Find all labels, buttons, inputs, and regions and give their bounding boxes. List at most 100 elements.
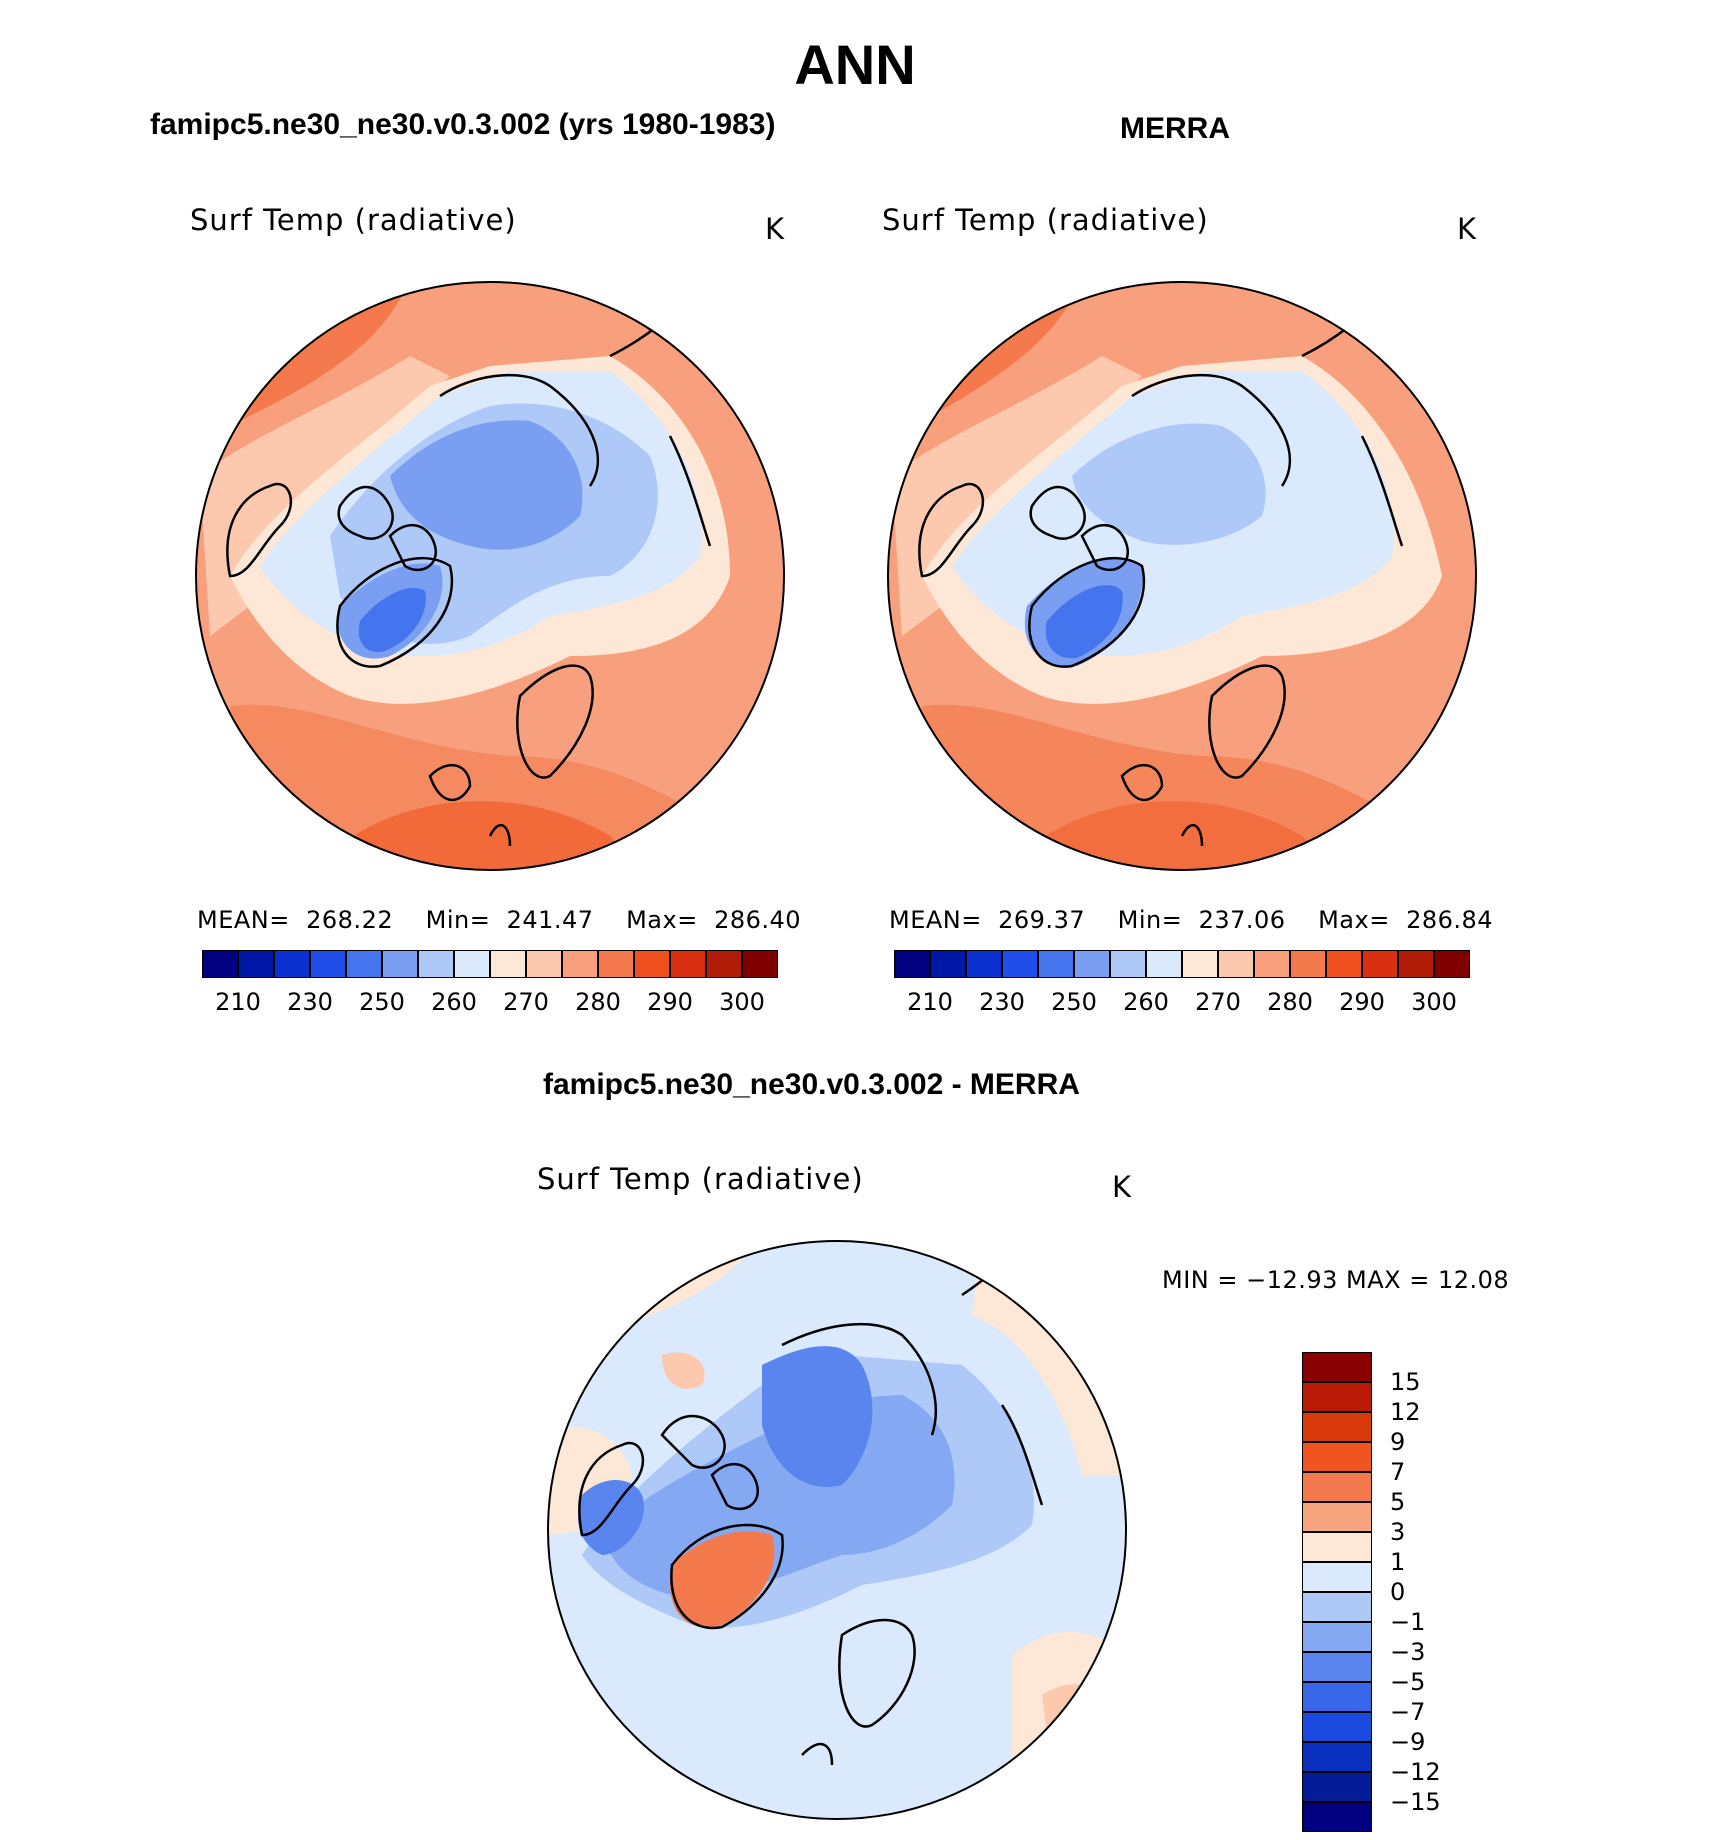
diff-colorbar-swatch [1302,1562,1372,1592]
model-max-value: 286.40 [714,906,802,934]
diff-colorbar [1302,1352,1372,1832]
model-mean-label: MEAN= [197,906,290,934]
diff-colorbar-tick-label: −15 [1390,1788,1441,1816]
model-colorbar-swatch [310,950,346,978]
obs-colorbar-tick-label: 250 [1051,988,1097,1016]
model-colorbar-swatch [454,950,490,978]
model-colorbar-tick-label: 290 [647,988,693,1016]
model-colorbar-tick-label: 250 [359,988,405,1016]
obs-colorbar-swatch [1110,950,1146,978]
diff-colorbar-tick-label: 15 [1390,1368,1421,1396]
diff-colorbar-tick-label: −9 [1390,1728,1426,1756]
diff-variable-label: Surf Temp (radiative) [537,1162,864,1196]
model-panel-heading: famipc5.ne30_ne30.v0.3.002 (yrs 1980-198… [150,108,776,141]
obs-colorbar [894,950,1470,978]
model-mean-value: 268.22 [306,906,394,934]
diff-panel-heading: famipc5.ne30_ne30.v0.3.002 - MERRA [543,1068,1080,1101]
diff-colorbar-tick-label: −1 [1390,1608,1426,1636]
obs-max-label: Max= [1318,906,1390,934]
obs-colorbar-tick-label: 290 [1339,988,1385,1016]
obs-colorbar-tick-label: 210 [907,988,953,1016]
diff-minmax: MIN = −12.93 MAX = 12.08 [1162,1266,1510,1294]
model-colorbar-swatch [598,950,634,978]
model-colorbar-swatch [670,950,706,978]
model-colorbar-tick-label: 300 [719,988,765,1016]
diff-colorbar-tick-label: 12 [1390,1398,1421,1426]
model-variable-label: Surf Temp (radiative) [190,203,517,237]
model-colorbar-swatch [202,950,238,978]
model-colorbar-swatch [742,950,778,978]
model-colorbar-tick-label: 260 [431,988,477,1016]
diff-colorbar-tick-label: 9 [1390,1428,1406,1456]
diff-colorbar-tick-label: 3 [1390,1518,1406,1546]
obs-colorbar-swatch [966,950,1002,978]
diff-colorbar-tick-label: −7 [1390,1698,1426,1726]
diff-colorbar-swatch [1302,1532,1372,1562]
diff-colorbar-tick-label: 7 [1390,1458,1406,1486]
model-colorbar-swatch [706,950,742,978]
diff-colorbar-swatch [1302,1442,1372,1472]
model-colorbar-swatch [274,950,310,978]
model-colorbar-swatch [238,950,274,978]
obs-colorbar-swatch [1254,950,1290,978]
obs-colorbar-tick-label: 280 [1267,988,1313,1016]
diff-colorbar-tick-label: −5 [1390,1668,1426,1696]
model-colorbar-swatch [490,950,526,978]
model-colorbar-ticks: 210 230 250 260 270 280 290 300 [202,988,778,1018]
obs-colorbar-swatch [1182,950,1218,978]
diff-colorbar-swatch [1302,1592,1372,1622]
diff-colorbar-swatch [1302,1772,1372,1802]
obs-colorbar-swatch [1362,950,1398,978]
model-colorbar-swatch [526,950,562,978]
model-colorbar-tick-label: 210 [215,988,261,1016]
diff-colorbar-swatch [1302,1472,1372,1502]
model-min-value: 241.47 [506,906,594,934]
diff-colorbar-swatch [1302,1742,1372,1772]
diff-polar-map [547,1240,1127,1820]
obs-colorbar-tick-label: 230 [979,988,1025,1016]
obs-mean-label: MEAN= [889,906,982,934]
diff-colorbar-swatch [1302,1352,1372,1382]
obs-stats: MEAN= 269.37 Min= 237.06 Max= 286.84 [889,906,1493,934]
obs-colorbar-ticks: 210 230 250 260 270 280 290 300 [894,988,1470,1018]
diff-colorbar-tick-label: 0 [1390,1578,1406,1606]
diff-colorbar-swatch [1302,1802,1372,1832]
model-colorbar [202,950,778,978]
obs-variable-label: Surf Temp (radiative) [882,203,1209,237]
model-colorbar-tick-label: 230 [287,988,333,1016]
obs-colorbar-swatch [1218,950,1254,978]
obs-colorbar-swatch [1398,950,1434,978]
model-units-label: K [765,212,786,246]
model-polar-map [195,281,785,871]
model-colorbar-swatch [562,950,598,978]
obs-mean-value: 269.37 [998,906,1086,934]
model-min-label: Min= [425,906,491,934]
model-max-label: Max= [626,906,698,934]
diff-colorbar-swatch [1302,1412,1372,1442]
diff-colorbar-tick-label: −3 [1390,1638,1426,1666]
model-colorbar-tick-label: 280 [575,988,621,1016]
diff-units-label: K [1112,1170,1133,1204]
obs-min-label: Min= [1117,906,1183,934]
obs-colorbar-swatch [1038,950,1074,978]
obs-colorbar-swatch [1146,950,1182,978]
diff-colorbar-tick-label: 5 [1390,1488,1406,1516]
diff-colorbar-swatch [1302,1712,1372,1742]
model-colorbar-swatch [382,950,418,978]
obs-colorbar-swatch [1326,950,1362,978]
obs-colorbar-tick-label: 270 [1195,988,1241,1016]
obs-colorbar-swatch [894,950,930,978]
obs-colorbar-swatch [1002,950,1038,978]
obs-colorbar-swatch [930,950,966,978]
obs-panel-heading: MERRA [1120,112,1230,145]
diff-colorbar-tick-label: −12 [1390,1758,1441,1786]
obs-polar-map [887,281,1477,871]
obs-min-value: 237.06 [1198,906,1286,934]
page-title: ANN [794,33,916,96]
obs-max-value: 286.84 [1406,906,1494,934]
obs-colorbar-swatch [1290,950,1326,978]
obs-colorbar-tick-label: 300 [1411,988,1457,1016]
diff-colorbar-swatch [1302,1382,1372,1412]
diff-colorbar-tick-label: 1 [1390,1548,1406,1576]
diff-colorbar-swatch [1302,1622,1372,1652]
